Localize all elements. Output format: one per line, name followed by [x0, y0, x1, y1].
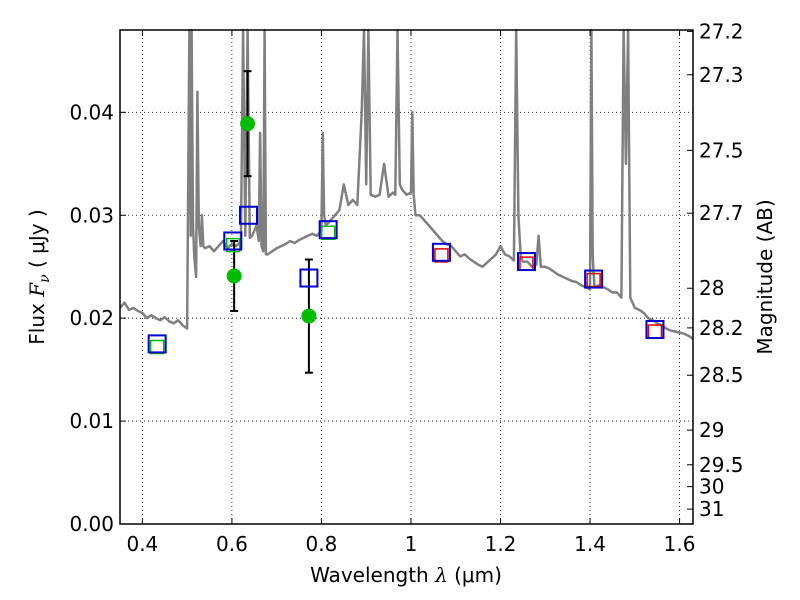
data-point-square: [320, 225, 336, 240]
y2-tick-label: 28.2: [699, 316, 744, 340]
y2-tick-label: 28.5: [699, 363, 744, 387]
model-point-square: [223, 231, 243, 251]
x-tick-label: 0.4: [126, 532, 158, 556]
x-tick-label: 0.8: [306, 532, 338, 556]
data-point-square: [434, 248, 449, 263]
y2-tick-label: 31: [699, 497, 724, 521]
spectrum-line: [119, 28, 694, 340]
model-point-square: [147, 334, 167, 354]
model-point-square: [238, 205, 258, 225]
data-point-circle: [226, 268, 242, 284]
data-point-square: [149, 339, 165, 355]
y2-tick-label: 27.7: [699, 201, 744, 225]
y-tick-label: 0.02: [69, 306, 114, 330]
x-tick-label: 1: [405, 532, 418, 556]
model-point-square: [431, 242, 451, 262]
y2-axis-label: Magnitude (AB): [753, 199, 777, 354]
photometry-points: [147, 70, 665, 374]
grid-lines: [120, 30, 693, 525]
spectrum-series: [119, 28, 694, 340]
y2-tick-label: 27.3: [699, 63, 744, 87]
y-axis-label: Flux Fν ( μJy ): [25, 209, 53, 344]
plot-frame: [119, 29, 694, 525]
y-tick-label: 0.01: [69, 409, 114, 433]
x-tick-label: 1.6: [664, 532, 696, 556]
model-point-square: [584, 269, 604, 289]
y-tick-label: 0.04: [69, 100, 114, 124]
y2-tick-label: 27.2: [699, 19, 744, 43]
model-point-square: [318, 220, 338, 240]
axis-ticks: 0.4 0.6 0.8 1 1.2 1.4 1.6 0.00 0.01 0.02 0.03 0.04 2…: [69, 19, 743, 556]
x-tick-label: 1.2: [485, 532, 517, 556]
y-tick-label: 0.00: [69, 512, 114, 536]
y-tick-label: 0.03: [69, 203, 114, 227]
model-point-square: [645, 319, 665, 339]
y2-tick-label: 29: [699, 418, 724, 442]
data-point-square: [226, 237, 241, 253]
data-point-square: [647, 324, 663, 339]
x-axis-label: Wavelength λ (μm): [310, 563, 502, 587]
data-point-circle: [240, 116, 256, 132]
model-point-square: [516, 252, 536, 272]
y2-tick-label: 30: [699, 475, 724, 499]
y2-tick-label: 29.5: [699, 453, 744, 477]
y2-tick-label: 27.5: [699, 138, 744, 162]
data-point-circle: [301, 308, 317, 324]
y2-tick-label: 28: [699, 276, 724, 300]
model-point-square: [299, 268, 319, 288]
x-tick-label: 0.6: [216, 532, 248, 556]
x-tick-label: 1.4: [574, 532, 606, 556]
